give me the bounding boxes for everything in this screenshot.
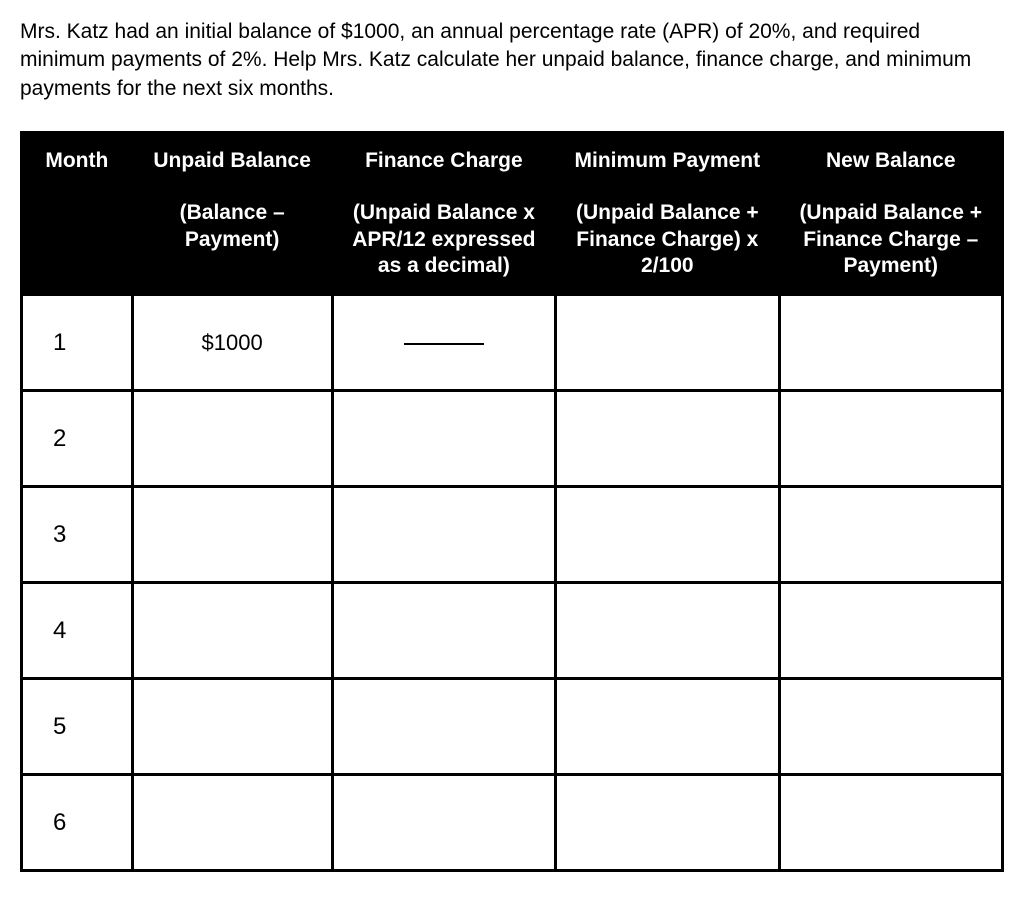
- cell-month: 2: [22, 391, 133, 487]
- header-row-titles: Month Unpaid Balance Finance Charge Mini…: [22, 133, 1003, 195]
- col-header-month: Month: [22, 133, 133, 195]
- balance-worksheet-table: Month Unpaid Balance Finance Charge Mini…: [20, 131, 1004, 872]
- col-formula-month: [22, 194, 133, 294]
- cell-unpaid-balance: [132, 775, 332, 871]
- cell-minimum-payment: [556, 487, 779, 583]
- cell-month: 3: [22, 487, 133, 583]
- cell-minimum-payment: [556, 679, 779, 775]
- col-formula-finance-charge: (Unpaid Balance x APR/12 expressed as a …: [332, 194, 555, 294]
- cell-new-balance: [779, 583, 1002, 679]
- col-formula-unpaid-balance: (Balance – Payment): [132, 194, 332, 294]
- cell-finance-charge: [332, 775, 555, 871]
- blank-line: [404, 343, 484, 345]
- table-row: 2: [22, 391, 1003, 487]
- cell-new-balance: [779, 295, 1002, 391]
- table-row: 4: [22, 583, 1003, 679]
- cell-new-balance: [779, 679, 1002, 775]
- header-row-formulas: (Balance – Payment) (Unpaid Balance x AP…: [22, 194, 1003, 294]
- cell-new-balance: [779, 391, 1002, 487]
- col-header-new-balance: New Balance: [779, 133, 1002, 195]
- cell-new-balance: [779, 487, 1002, 583]
- cell-new-balance: [779, 775, 1002, 871]
- table-row: 3: [22, 487, 1003, 583]
- cell-unpaid-balance: [132, 679, 332, 775]
- col-formula-minimum-payment: (Unpaid Balance + Finance Charge) x 2/10…: [556, 194, 779, 294]
- table-row: 5: [22, 679, 1003, 775]
- col-header-unpaid-balance: Unpaid Balance: [132, 133, 332, 195]
- cell-unpaid-balance: [132, 487, 332, 583]
- cell-finance-charge: [332, 583, 555, 679]
- cell-minimum-payment: [556, 583, 779, 679]
- col-header-finance-charge: Finance Charge: [332, 133, 555, 195]
- cell-month: 4: [22, 583, 133, 679]
- table-row: 6: [22, 775, 1003, 871]
- cell-finance-charge: [332, 487, 555, 583]
- cell-month: 1: [22, 295, 133, 391]
- cell-finance-charge: [332, 679, 555, 775]
- col-formula-new-balance: (Unpaid Balance + Finance Charge – Payme…: [779, 194, 1002, 294]
- cell-unpaid-balance: $1000: [132, 295, 332, 391]
- cell-minimum-payment: [556, 391, 779, 487]
- cell-finance-charge: [332, 391, 555, 487]
- cell-minimum-payment: [556, 295, 779, 391]
- cell-month: 5: [22, 679, 133, 775]
- cell-unpaid-balance: [132, 583, 332, 679]
- col-header-minimum-payment: Minimum Payment: [556, 133, 779, 195]
- worksheet-body: 1$100023456: [22, 295, 1003, 871]
- cell-month: 6: [22, 775, 133, 871]
- cell-unpaid-balance: [132, 391, 332, 487]
- table-row: 1$1000: [22, 295, 1003, 391]
- problem-statement: Mrs. Katz had an initial balance of $100…: [20, 18, 1004, 103]
- cell-minimum-payment: [556, 775, 779, 871]
- cell-finance-charge: [332, 295, 555, 391]
